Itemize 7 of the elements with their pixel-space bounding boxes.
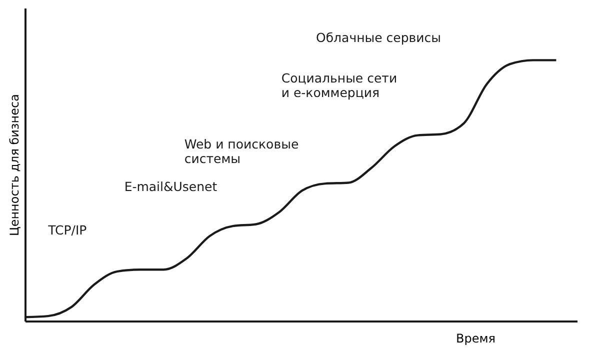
x-axis-title: Время [456,332,496,346]
annotation: TCP/IP [47,222,88,238]
annotation: Web и поисковые системы [184,136,299,166]
annotation: E-mail&Usenet [124,179,218,194]
annotation: Социальные сети и е-коммерция [281,70,398,100]
text: Облачные сервисы [316,30,442,45]
y-axis-title: Ценность для бизнеса [8,94,22,236]
